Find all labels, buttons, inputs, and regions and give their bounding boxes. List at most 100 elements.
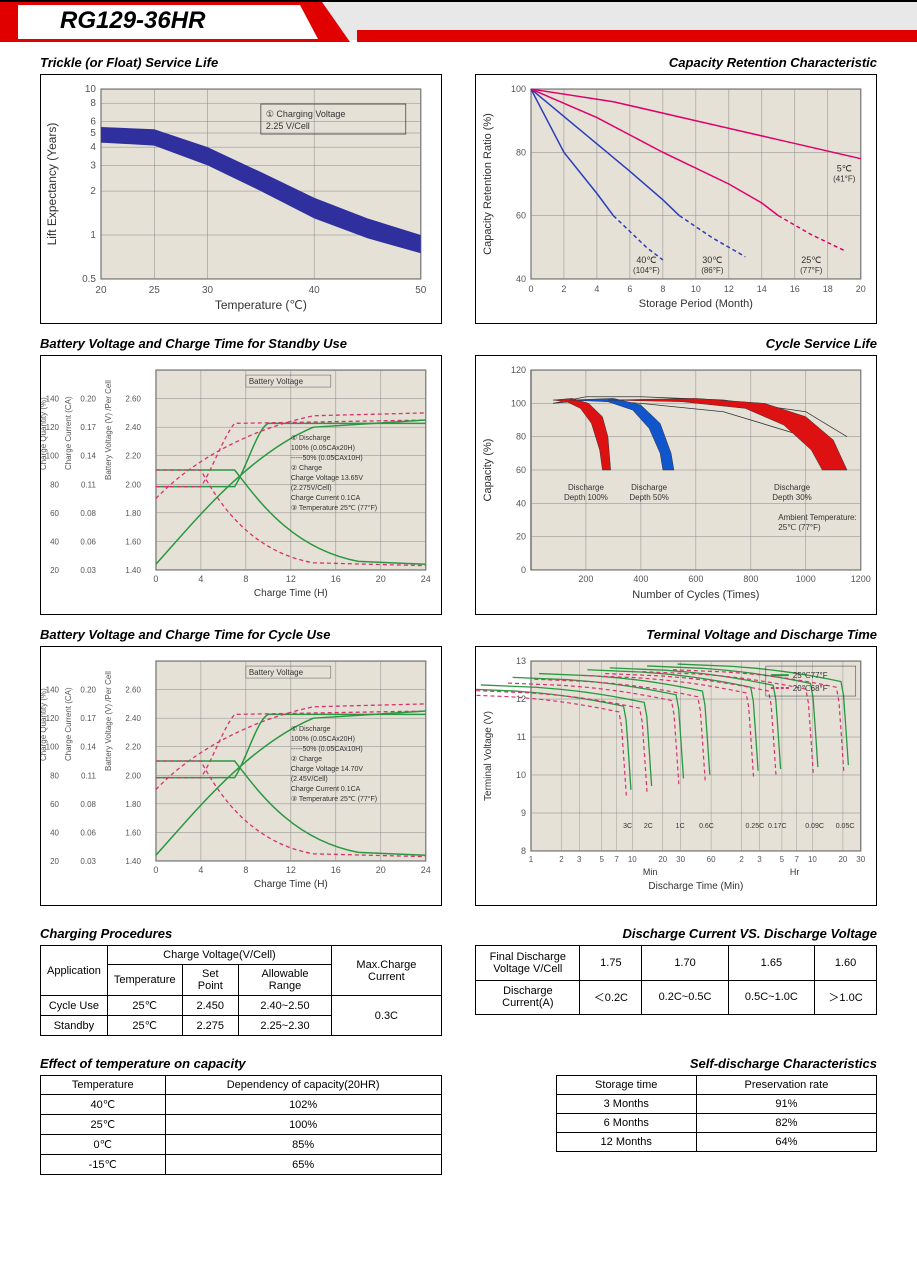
svg-text:30: 30 xyxy=(857,855,866,864)
svg-text:(2.275V/Cell): (2.275V/Cell) xyxy=(291,485,332,492)
svg-text:100% (0.05CAx20H): 100% (0.05CAx20H) xyxy=(291,445,355,452)
svg-text:2.25 V/Cell: 2.25 V/Cell xyxy=(266,121,310,131)
svg-text:100: 100 xyxy=(511,84,526,94)
svg-text:Discharge Time (Min): Discharge Time (Min) xyxy=(649,881,744,892)
svg-text:3C: 3C xyxy=(623,823,632,830)
svg-text:16: 16 xyxy=(790,284,800,294)
svg-text:40: 40 xyxy=(516,498,526,508)
svg-text:60: 60 xyxy=(516,465,526,475)
svg-text:14: 14 xyxy=(757,284,767,294)
svg-text:20: 20 xyxy=(95,285,107,296)
svg-text:80: 80 xyxy=(516,432,526,442)
svg-text:② Charge: ② Charge xyxy=(291,464,322,472)
svg-text:1000: 1000 xyxy=(796,574,816,584)
svg-text:Temperature (℃): Temperature (℃) xyxy=(215,298,307,312)
svg-text:① Charging Voltage: ① Charging Voltage xyxy=(266,109,345,119)
svg-text:25℃: 25℃ xyxy=(801,255,821,265)
svg-text:Depth 30%: Depth 30% xyxy=(773,493,813,502)
svg-text:0: 0 xyxy=(153,574,158,584)
svg-text:2.60: 2.60 xyxy=(125,686,141,695)
svg-text:800: 800 xyxy=(744,574,759,584)
chart-standby: 04812162024204060801001201400.030.060.08… xyxy=(40,355,442,615)
svg-text:30: 30 xyxy=(202,285,214,296)
svg-text:0.17: 0.17 xyxy=(80,423,96,432)
svg-text:0.17: 0.17 xyxy=(80,714,96,723)
svg-text:Depth 50%: Depth 50% xyxy=(630,493,670,502)
chart-cyclelife: 20040060080010001200020406080100120Disch… xyxy=(475,355,877,615)
svg-text:40: 40 xyxy=(309,285,321,296)
svg-text:100: 100 xyxy=(511,398,526,408)
svg-text:0.14: 0.14 xyxy=(80,452,96,461)
svg-text:5℃: 5℃ xyxy=(837,163,852,173)
svg-text:1: 1 xyxy=(529,855,534,864)
svg-text:0: 0 xyxy=(153,865,158,875)
svg-text:0.05C: 0.05C xyxy=(836,823,855,830)
svg-text:12: 12 xyxy=(286,574,296,584)
svg-text:Battery Voltage (V) /Per Cell: Battery Voltage (V) /Per Cell xyxy=(104,380,113,480)
svg-text:30: 30 xyxy=(676,855,685,864)
svg-text:30℃: 30℃ xyxy=(703,255,723,265)
svg-text:8: 8 xyxy=(661,284,666,294)
svg-text:7: 7 xyxy=(795,855,800,864)
svg-text:13: 13 xyxy=(516,656,526,666)
svg-text:1.40: 1.40 xyxy=(125,857,141,866)
svg-text:12: 12 xyxy=(516,694,526,704)
svg-text:Charge Voltage 14.70V: Charge Voltage 14.70V xyxy=(291,766,364,773)
svg-text:0.09C: 0.09C xyxy=(805,823,824,830)
svg-text:5: 5 xyxy=(90,128,96,139)
chart-termv: 891011121312357102030602357102030MinHr3C… xyxy=(475,646,877,906)
svg-text:Charge Voltage 13.65V: Charge Voltage 13.65V xyxy=(291,475,364,482)
svg-text:3: 3 xyxy=(90,160,96,171)
tbl-title-selfd: Self-discharge Characteristics xyxy=(475,1056,877,1071)
svg-text:③ Temperature 25℃ (77°F): ③ Temperature 25℃ (77°F) xyxy=(291,795,377,803)
svg-text:25℃ (77°F): 25℃ (77°F) xyxy=(779,523,822,532)
svg-text:Discharge: Discharge xyxy=(774,483,811,492)
svg-text:① Discharge: ① Discharge xyxy=(291,434,331,442)
svg-text:6: 6 xyxy=(628,284,633,294)
svg-text:0.03: 0.03 xyxy=(80,857,96,866)
svg-text:0.11: 0.11 xyxy=(81,771,97,780)
svg-text:0.20: 0.20 xyxy=(80,686,96,695)
svg-text:-----50% (0.05CAx10H): -----50% (0.05CAx10H) xyxy=(291,746,363,753)
svg-text:60: 60 xyxy=(516,211,526,221)
svg-text:3: 3 xyxy=(577,855,582,864)
svg-text:(77°F): (77°F) xyxy=(800,266,823,275)
svg-text:12: 12 xyxy=(286,865,296,875)
svg-text:Terminal Voltage (V): Terminal Voltage (V) xyxy=(483,711,494,801)
svg-text:4: 4 xyxy=(90,142,96,153)
svg-text:2C: 2C xyxy=(644,823,653,830)
svg-text:10: 10 xyxy=(85,84,97,95)
svg-text:60: 60 xyxy=(50,800,59,809)
svg-text:8: 8 xyxy=(90,98,96,109)
svg-text:3: 3 xyxy=(757,855,762,864)
svg-text:1.40: 1.40 xyxy=(125,566,141,575)
svg-text:5: 5 xyxy=(780,855,785,864)
svg-text:4: 4 xyxy=(595,284,600,294)
model-title: RG129-36HR xyxy=(60,7,205,35)
chart-title-termv: Terminal Voltage and Discharge Time xyxy=(475,627,877,642)
svg-text:9: 9 xyxy=(521,808,526,818)
svg-text:Number of Cycles (Times): Number of Cycles (Times) xyxy=(633,589,760,601)
svg-text:2.60: 2.60 xyxy=(125,395,141,404)
svg-text:Charge Quantity (%): Charge Quantity (%) xyxy=(41,397,48,470)
svg-text:Min: Min xyxy=(643,867,657,877)
svg-text:100% (0.05CAx20H): 100% (0.05CAx20H) xyxy=(291,736,355,743)
svg-text:200: 200 xyxy=(579,574,594,584)
svg-text:2: 2 xyxy=(559,855,564,864)
svg-text:Hr: Hr xyxy=(790,867,799,877)
chart-title-cyclecharge: Battery Voltage and Charge Time for Cycl… xyxy=(40,627,442,642)
svg-text:Storage Period (Month): Storage Period (Month) xyxy=(639,298,753,310)
svg-text:Discharge: Discharge xyxy=(568,483,605,492)
svg-text:0.08: 0.08 xyxy=(80,800,96,809)
svg-text:18: 18 xyxy=(823,284,833,294)
svg-text:10: 10 xyxy=(691,284,701,294)
svg-text:20: 20 xyxy=(50,566,59,575)
svg-text:10: 10 xyxy=(516,770,526,780)
svg-text:Charge Time (H): Charge Time (H) xyxy=(254,879,328,890)
svg-text:Lift Expectancy (Years): Lift Expectancy (Years) xyxy=(45,123,59,246)
svg-text:Battery Voltage: Battery Voltage xyxy=(249,377,304,386)
svg-text:Charge Current 0.1CA: Charge Current 0.1CA xyxy=(291,786,361,793)
svg-text:4: 4 xyxy=(198,574,203,584)
svg-text:16: 16 xyxy=(331,865,341,875)
svg-text:60: 60 xyxy=(50,509,59,518)
